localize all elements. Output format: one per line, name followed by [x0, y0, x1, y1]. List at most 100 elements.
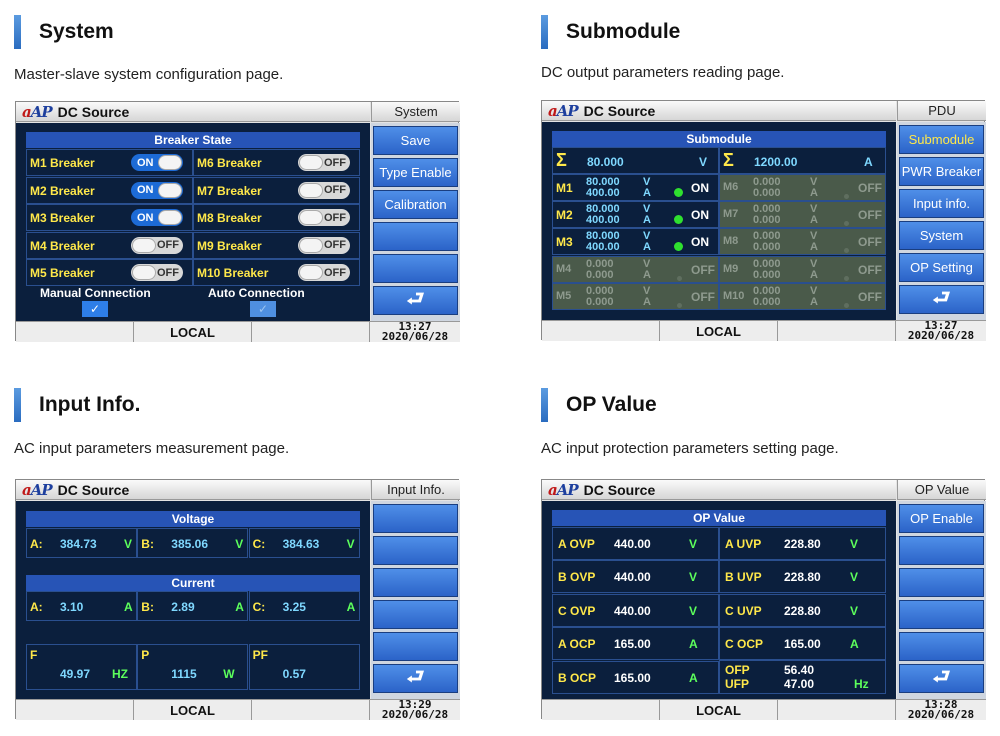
phase-value: 2.89	[171, 600, 195, 614]
side-buttons: Submodule PWR Breaker Input info. System…	[897, 122, 986, 320]
system-button[interactable]: System	[899, 221, 984, 250]
clock: 13:28 2020/06/28	[907, 698, 975, 721]
breaker-row: M1 Breaker ON	[26, 149, 193, 176]
return-button[interactable]: ⮐	[373, 664, 458, 693]
save-button[interactable]: Save	[373, 126, 458, 155]
module-state: OFF	[858, 208, 882, 223]
unit-v: V	[810, 284, 818, 297]
blank-button[interactable]	[373, 222, 458, 251]
breaker-toggle[interactable]: OFF	[298, 209, 350, 226]
op-label: C OVP	[558, 603, 596, 618]
breaker-toggle[interactable]: ON	[131, 209, 183, 226]
manual-connection-checkbox[interactable]: ✓	[82, 301, 108, 317]
extra-label: PF	[252, 648, 268, 662]
breaker-row: M6 Breaker OFF	[193, 149, 360, 176]
op-unit: A	[689, 670, 698, 685]
blank-button[interactable]	[373, 536, 458, 565]
op-enable-button[interactable]: OP Enable	[899, 504, 984, 533]
calibration-button[interactable]: Calibration	[373, 190, 458, 219]
op-value[interactable]: 228.80	[784, 570, 821, 585]
blank-button[interactable]	[373, 254, 458, 283]
op-unit: V	[850, 537, 859, 551]
status-cell	[252, 322, 370, 342]
blank-button[interactable]	[899, 568, 984, 597]
blank-button[interactable]	[373, 600, 458, 629]
op-row: C OCP 165.00 A	[719, 627, 886, 661]
op-value[interactable]: 440.00	[614, 537, 651, 551]
ufp-value[interactable]: 47.00	[784, 677, 815, 691]
type-enable-button[interactable]: Type Enable	[373, 158, 458, 187]
breaker-toggle[interactable]: OFF	[131, 236, 183, 254]
module-voltage: 0.000	[753, 284, 781, 297]
toggle-knob	[158, 182, 182, 198]
extra-label: F	[30, 648, 38, 662]
section-title: OP Value	[566, 393, 657, 416]
input-info-button[interactable]: Input info.	[899, 189, 984, 218]
op-row: C OVP 440.00 V	[552, 593, 719, 627]
return-button[interactable]: ⮐	[373, 286, 458, 315]
section-accent-bar	[14, 15, 21, 49]
breaker-toggle[interactable]: ON	[131, 181, 183, 199]
blank-button[interactable]	[373, 504, 458, 533]
phase-unit: A	[235, 600, 244, 614]
screen-submodule: aAP DC Source PDU Submodule Σ 80.000 V Σ…	[541, 100, 986, 341]
section-description: DC output parameters reading page.	[541, 64, 785, 81]
module-current: 0.000	[753, 268, 781, 281]
submodule-button[interactable]: Submodule	[899, 125, 984, 154]
ofp-label: OFP	[725, 663, 750, 677]
status-led-icon	[844, 295, 849, 313]
breaker-toggle[interactable]: OFF	[298, 264, 350, 281]
breaker-toggle[interactable]: OFF	[131, 264, 183, 281]
sum-voltage-cell: Σ 80.000 V	[552, 147, 719, 174]
side-buttons: ⮐	[371, 501, 460, 699]
status-led-icon	[674, 238, 683, 256]
return-button[interactable]: ⮐	[899, 664, 984, 693]
op-value[interactable]: 440.00	[614, 603, 651, 618]
blank-button[interactable]	[899, 632, 984, 661]
blank-button[interactable]	[373, 568, 458, 597]
op-value[interactable]: 228.80	[784, 603, 821, 618]
auto-connection-checkbox[interactable]: ✓	[250, 301, 276, 317]
breaker-toggle[interactable]: OFF	[298, 236, 350, 254]
op-setting-button[interactable]: OP Setting	[899, 253, 984, 282]
unit-v: V	[643, 257, 651, 270]
phase-label: B:	[141, 537, 154, 551]
module-voltage: 0.000	[753, 176, 781, 188]
op-value[interactable]: 440.00	[614, 570, 651, 585]
section-accent-bar	[14, 388, 21, 422]
module-row: M2 80.000 400.00 V A ON	[552, 201, 719, 229]
op-label: B UVP	[725, 570, 762, 585]
app-title: DC Source	[583, 481, 656, 498]
op-unit: V	[850, 603, 859, 618]
return-arrow-icon: ⮐	[932, 665, 951, 688]
toggle-knob	[299, 265, 323, 280]
blank-button[interactable]	[899, 600, 984, 629]
pwr-breaker-button[interactable]: PWR Breaker	[899, 157, 984, 186]
panel-title: Breaker State	[26, 132, 360, 148]
return-button[interactable]: ⮐	[899, 285, 984, 314]
breaker-toggle[interactable]: OFF	[298, 154, 350, 171]
op-label: C OCP	[725, 637, 764, 652]
breaker-toggle[interactable]: ON	[131, 154, 183, 171]
op-value[interactable]: 165.00	[614, 670, 651, 685]
status-cell	[252, 700, 370, 720]
unit-a: A	[643, 268, 651, 281]
ofp-value[interactable]: 56.40	[784, 663, 815, 677]
status-led-icon	[844, 213, 849, 231]
extra-cell: F 49.97 HZ	[26, 644, 137, 690]
op-value[interactable]: 165.00	[614, 637, 651, 652]
screen-system: aAP DC Source System Breaker State M1 Br…	[15, 101, 460, 342]
breaker-toggle[interactable]: OFF	[298, 181, 350, 199]
status-cell	[778, 700, 896, 720]
blank-button[interactable]	[899, 536, 984, 565]
op-label: C UVP	[725, 603, 762, 618]
module-voltage: 80.000	[586, 230, 620, 243]
status-cell	[778, 321, 896, 341]
blank-button[interactable]	[373, 632, 458, 661]
op-value[interactable]: 228.80	[784, 537, 821, 551]
toggle-knob	[158, 210, 182, 225]
op-label: A OCP	[558, 637, 596, 652]
status-cell	[542, 321, 660, 341]
unit-a: A	[810, 214, 818, 227]
op-value[interactable]: 165.00	[784, 637, 821, 652]
